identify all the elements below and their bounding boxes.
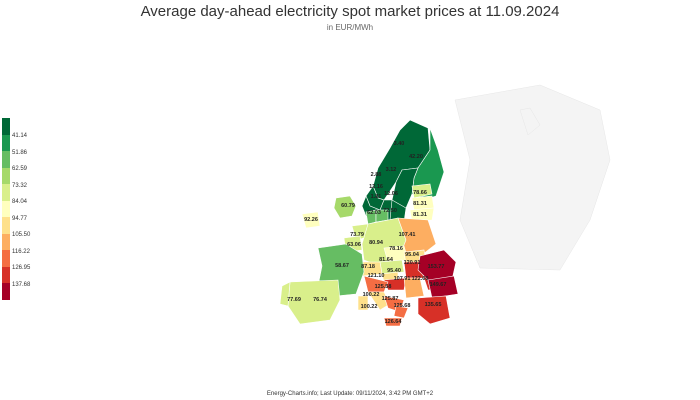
price-label-pt: 76.74 <box>313 297 328 303</box>
price-label-no-south-b: 12.06 <box>384 191 398 197</box>
price-label-cz: 78.16 <box>389 246 403 252</box>
price-label-se-mid: 3.12 <box>386 167 397 173</box>
price-label-lt: 81.31 <box>413 212 427 218</box>
price-label-dk1: 62.03 <box>367 210 381 216</box>
price-label-lv: 81.31 <box>413 201 427 207</box>
legend-swatch <box>2 151 10 168</box>
legend-swatch <box>2 283 10 300</box>
price-label-no-south-a: 1.81 <box>371 194 382 200</box>
price-label-hr: 121.10 <box>368 273 385 279</box>
footer-source: Energy-Charts.info; Last Update: 09/11/2… <box>266 391 434 397</box>
zone-lt <box>409 207 435 223</box>
price-label-si: 95.40 <box>387 268 401 274</box>
zone-pt <box>279 281 291 307</box>
zone-ie <box>301 211 321 229</box>
eastern-land-outline <box>454 84 611 271</box>
price-label-sk: 95.04 <box>405 252 420 258</box>
price-label-nl: 73.79 <box>350 232 364 238</box>
legend-tick-label: 51.86 <box>12 150 28 156</box>
legend-tick-label: 62.59 <box>12 166 28 172</box>
gr-zone <box>417 295 451 325</box>
legend-tick-label: 105.50 <box>12 232 31 238</box>
price-label-it-sardinia: 100.22 <box>361 304 378 310</box>
zone-it-calabria <box>393 305 409 319</box>
price-label-bg: 149.67 <box>430 282 447 288</box>
zone-hr <box>383 277 407 291</box>
price-label-ee: 78.66 <box>413 190 427 196</box>
se-zones <box>417 249 459 299</box>
west-zones <box>279 243 365 325</box>
background-land <box>454 84 611 271</box>
legend-swatch <box>2 200 10 217</box>
central-zones <box>343 217 453 299</box>
baltic-zones <box>409 183 435 223</box>
price-label-no-mid: 2.88 <box>371 172 382 178</box>
price-label-ba: 122.60 <box>412 276 429 282</box>
legend-swatch <box>2 233 10 250</box>
price-label-no-north: 3.40 <box>394 141 405 147</box>
price-label-it-south: 125.87 <box>382 296 399 302</box>
color-legend: 41.14 51.86 62.59 73.32 84.04 94.77 105.… <box>0 118 60 302</box>
price-label-gb: 60.79 <box>341 203 355 209</box>
price-label-de: 80.94 <box>369 240 384 246</box>
price-label-at: 81.64 <box>379 257 394 263</box>
legend-tick-label: 126.95 <box>12 265 31 271</box>
price-label-pl: 107.41 <box>399 232 416 238</box>
price-label-it-calabria: 125.68 <box>394 303 411 309</box>
price-label-it-north: 125.58 <box>375 284 392 290</box>
legend-tick-label: 137.68 <box>12 282 31 288</box>
price-label-ro: 153.77 <box>428 264 445 270</box>
isles-zones <box>301 195 357 229</box>
price-label-no-west: 12.16 <box>369 184 383 190</box>
legend-tick-label: 41.14 <box>12 133 28 139</box>
price-label-ch: 87.18 <box>361 264 375 270</box>
legend-tick-label: 116.22 <box>12 249 30 255</box>
price-label-dk2: 72.50 <box>383 208 397 214</box>
legend-tick-label: 73.32 <box>12 183 28 189</box>
map-title: Average day-ahead electricity spot marke… <box>140 3 560 20</box>
price-label-fi: 42.20 <box>409 154 423 160</box>
price-label-ie: 92.26 <box>304 217 318 223</box>
map-subtitle: in EUR/MWh <box>326 23 374 32</box>
price-label-gr: 135.65 <box>425 302 442 308</box>
price-label-hu: 120.91 <box>404 260 421 266</box>
legend-swatch <box>2 266 10 283</box>
island-outline <box>519 107 541 136</box>
legend-tick-label: 84.04 <box>12 199 28 205</box>
price-label-es: 77.69 <box>287 297 301 303</box>
price-label-it-sicily: 126.64 <box>385 319 403 325</box>
legend-tick-label: 94.77 <box>12 216 28 222</box>
legend-swatch <box>2 250 10 267</box>
price-labels: 3.40 42.20 2.88 12.16 3.12 1.81 12.06 62… <box>287 141 446 325</box>
zone-ee <box>411 183 433 199</box>
legend-swatch <box>2 167 10 184</box>
legend-swatch <box>2 134 10 151</box>
price-label-fr: 58.67 <box>335 263 349 269</box>
price-label-be: 63.06 <box>347 242 361 248</box>
legend-swatch <box>2 118 10 135</box>
legend-swatch <box>2 184 10 201</box>
zone-bg <box>427 275 459 299</box>
zone-rs <box>403 277 425 299</box>
italy-zones <box>357 275 409 327</box>
zone-it-sicily <box>383 317 403 327</box>
dk-zones <box>365 209 389 225</box>
price-label-it-centre: 100.22 <box>363 292 380 298</box>
legend-swatch <box>2 217 10 234</box>
price-label-rs: 107.91 <box>394 276 411 282</box>
legend-color-bar <box>2 118 10 300</box>
zone-gb <box>333 195 357 219</box>
zone-it-sardinia <box>357 295 369 311</box>
zone-gr <box>417 295 451 325</box>
